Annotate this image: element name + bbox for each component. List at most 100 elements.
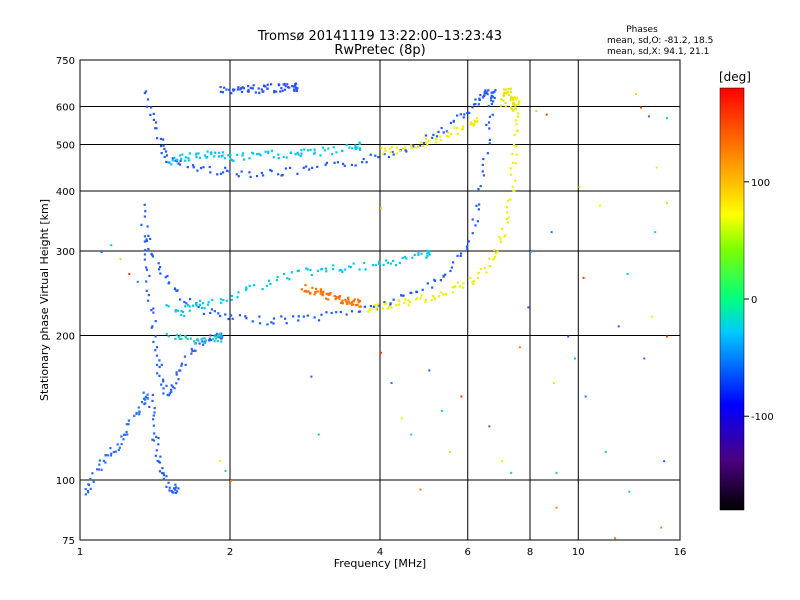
data-point: [635, 93, 638, 96]
data-point: [338, 295, 341, 298]
data-point: [119, 258, 122, 261]
data-point: [404, 298, 407, 301]
data-point: [201, 340, 204, 343]
data-point: [258, 322, 262, 325]
data-point: [145, 268, 149, 271]
data-point: [313, 293, 316, 296]
data-point: [188, 152, 191, 155]
data-point: [338, 297, 341, 300]
data-point: [204, 340, 207, 343]
data-point: [225, 88, 228, 91]
data-point: [506, 211, 509, 214]
data-point: [514, 119, 518, 122]
data-point: [155, 435, 158, 438]
data-point: [358, 141, 361, 144]
data-point: [193, 340, 196, 343]
data-point: [341, 149, 344, 153]
data-point: [152, 112, 155, 115]
data-point: [514, 162, 517, 165]
data-point: [348, 146, 351, 149]
data-point: [341, 270, 344, 274]
data-point: [221, 91, 224, 94]
data-point: [194, 342, 197, 345]
data-point: [332, 267, 335, 271]
data-point: [397, 303, 401, 306]
data-point: [221, 154, 224, 157]
data-point: [152, 439, 155, 442]
data-point: [511, 97, 515, 100]
data-point: [175, 382, 178, 385]
data-point: [178, 337, 181, 341]
data-point: [152, 307, 155, 310]
data-point: [471, 281, 474, 284]
data-point: [264, 150, 267, 153]
data-point: [313, 316, 316, 319]
data-point: [180, 157, 183, 160]
data-point: [247, 88, 250, 92]
data-point: [461, 127, 465, 130]
data-point: [180, 313, 183, 316]
data-point: [412, 145, 415, 148]
data-point: [374, 303, 377, 307]
data-point: [174, 288, 177, 291]
data-point: [219, 90, 222, 93]
data-point: [218, 314, 222, 318]
data-point: [143, 91, 146, 95]
data-point: [403, 301, 406, 305]
data-point: [161, 466, 164, 470]
data-point: [118, 446, 121, 449]
data-point: [424, 298, 427, 301]
data-point: [517, 115, 520, 118]
data-point: [492, 257, 495, 261]
data-point: [122, 438, 125, 441]
data-point: [335, 311, 338, 314]
data-point: [200, 306, 204, 309]
data-point: [278, 84, 281, 87]
data-point: [502, 99, 505, 102]
data-point: [265, 284, 269, 287]
data-point: [316, 290, 319, 293]
data-point: [144, 402, 147, 405]
data-point: [319, 288, 322, 291]
data-point: [582, 276, 585, 279]
data-point: [325, 270, 328, 273]
data-point: [308, 168, 311, 171]
data-point: [230, 480, 232, 483]
data-point: [485, 123, 488, 127]
data-point: [221, 151, 225, 154]
data-point: [506, 91, 509, 94]
data-point: [281, 173, 284, 177]
data-point: [488, 138, 491, 142]
data-point: [156, 459, 159, 462]
data-point: [160, 471, 164, 475]
data-point: [390, 382, 393, 385]
data-point: [477, 208, 480, 211]
data-point: [300, 149, 303, 152]
data-point: [154, 454, 157, 457]
data-point: [195, 152, 198, 155]
data-point: [374, 264, 377, 267]
data-point: [120, 442, 123, 446]
data-point: [655, 166, 658, 169]
data-point: [500, 98, 503, 101]
data-point: [345, 302, 349, 305]
data-point: [377, 304, 380, 307]
data-point: [252, 284, 256, 287]
data-point: [89, 477, 92, 481]
data-point: [463, 113, 466, 116]
data-point: [389, 302, 392, 305]
data-point: [270, 321, 273, 324]
data-point: [424, 137, 428, 140]
data-point: [482, 157, 485, 161]
data-point: [165, 384, 168, 387]
data-point: [505, 206, 508, 209]
data-point: [280, 315, 283, 318]
data-point: [228, 170, 231, 173]
data-point: [258, 315, 261, 318]
data-point: [272, 317, 276, 320]
data-point: [209, 334, 212, 337]
data-point: [369, 153, 372, 156]
data-point: [296, 87, 299, 90]
data-point: [335, 296, 338, 299]
data-point: [428, 253, 431, 256]
